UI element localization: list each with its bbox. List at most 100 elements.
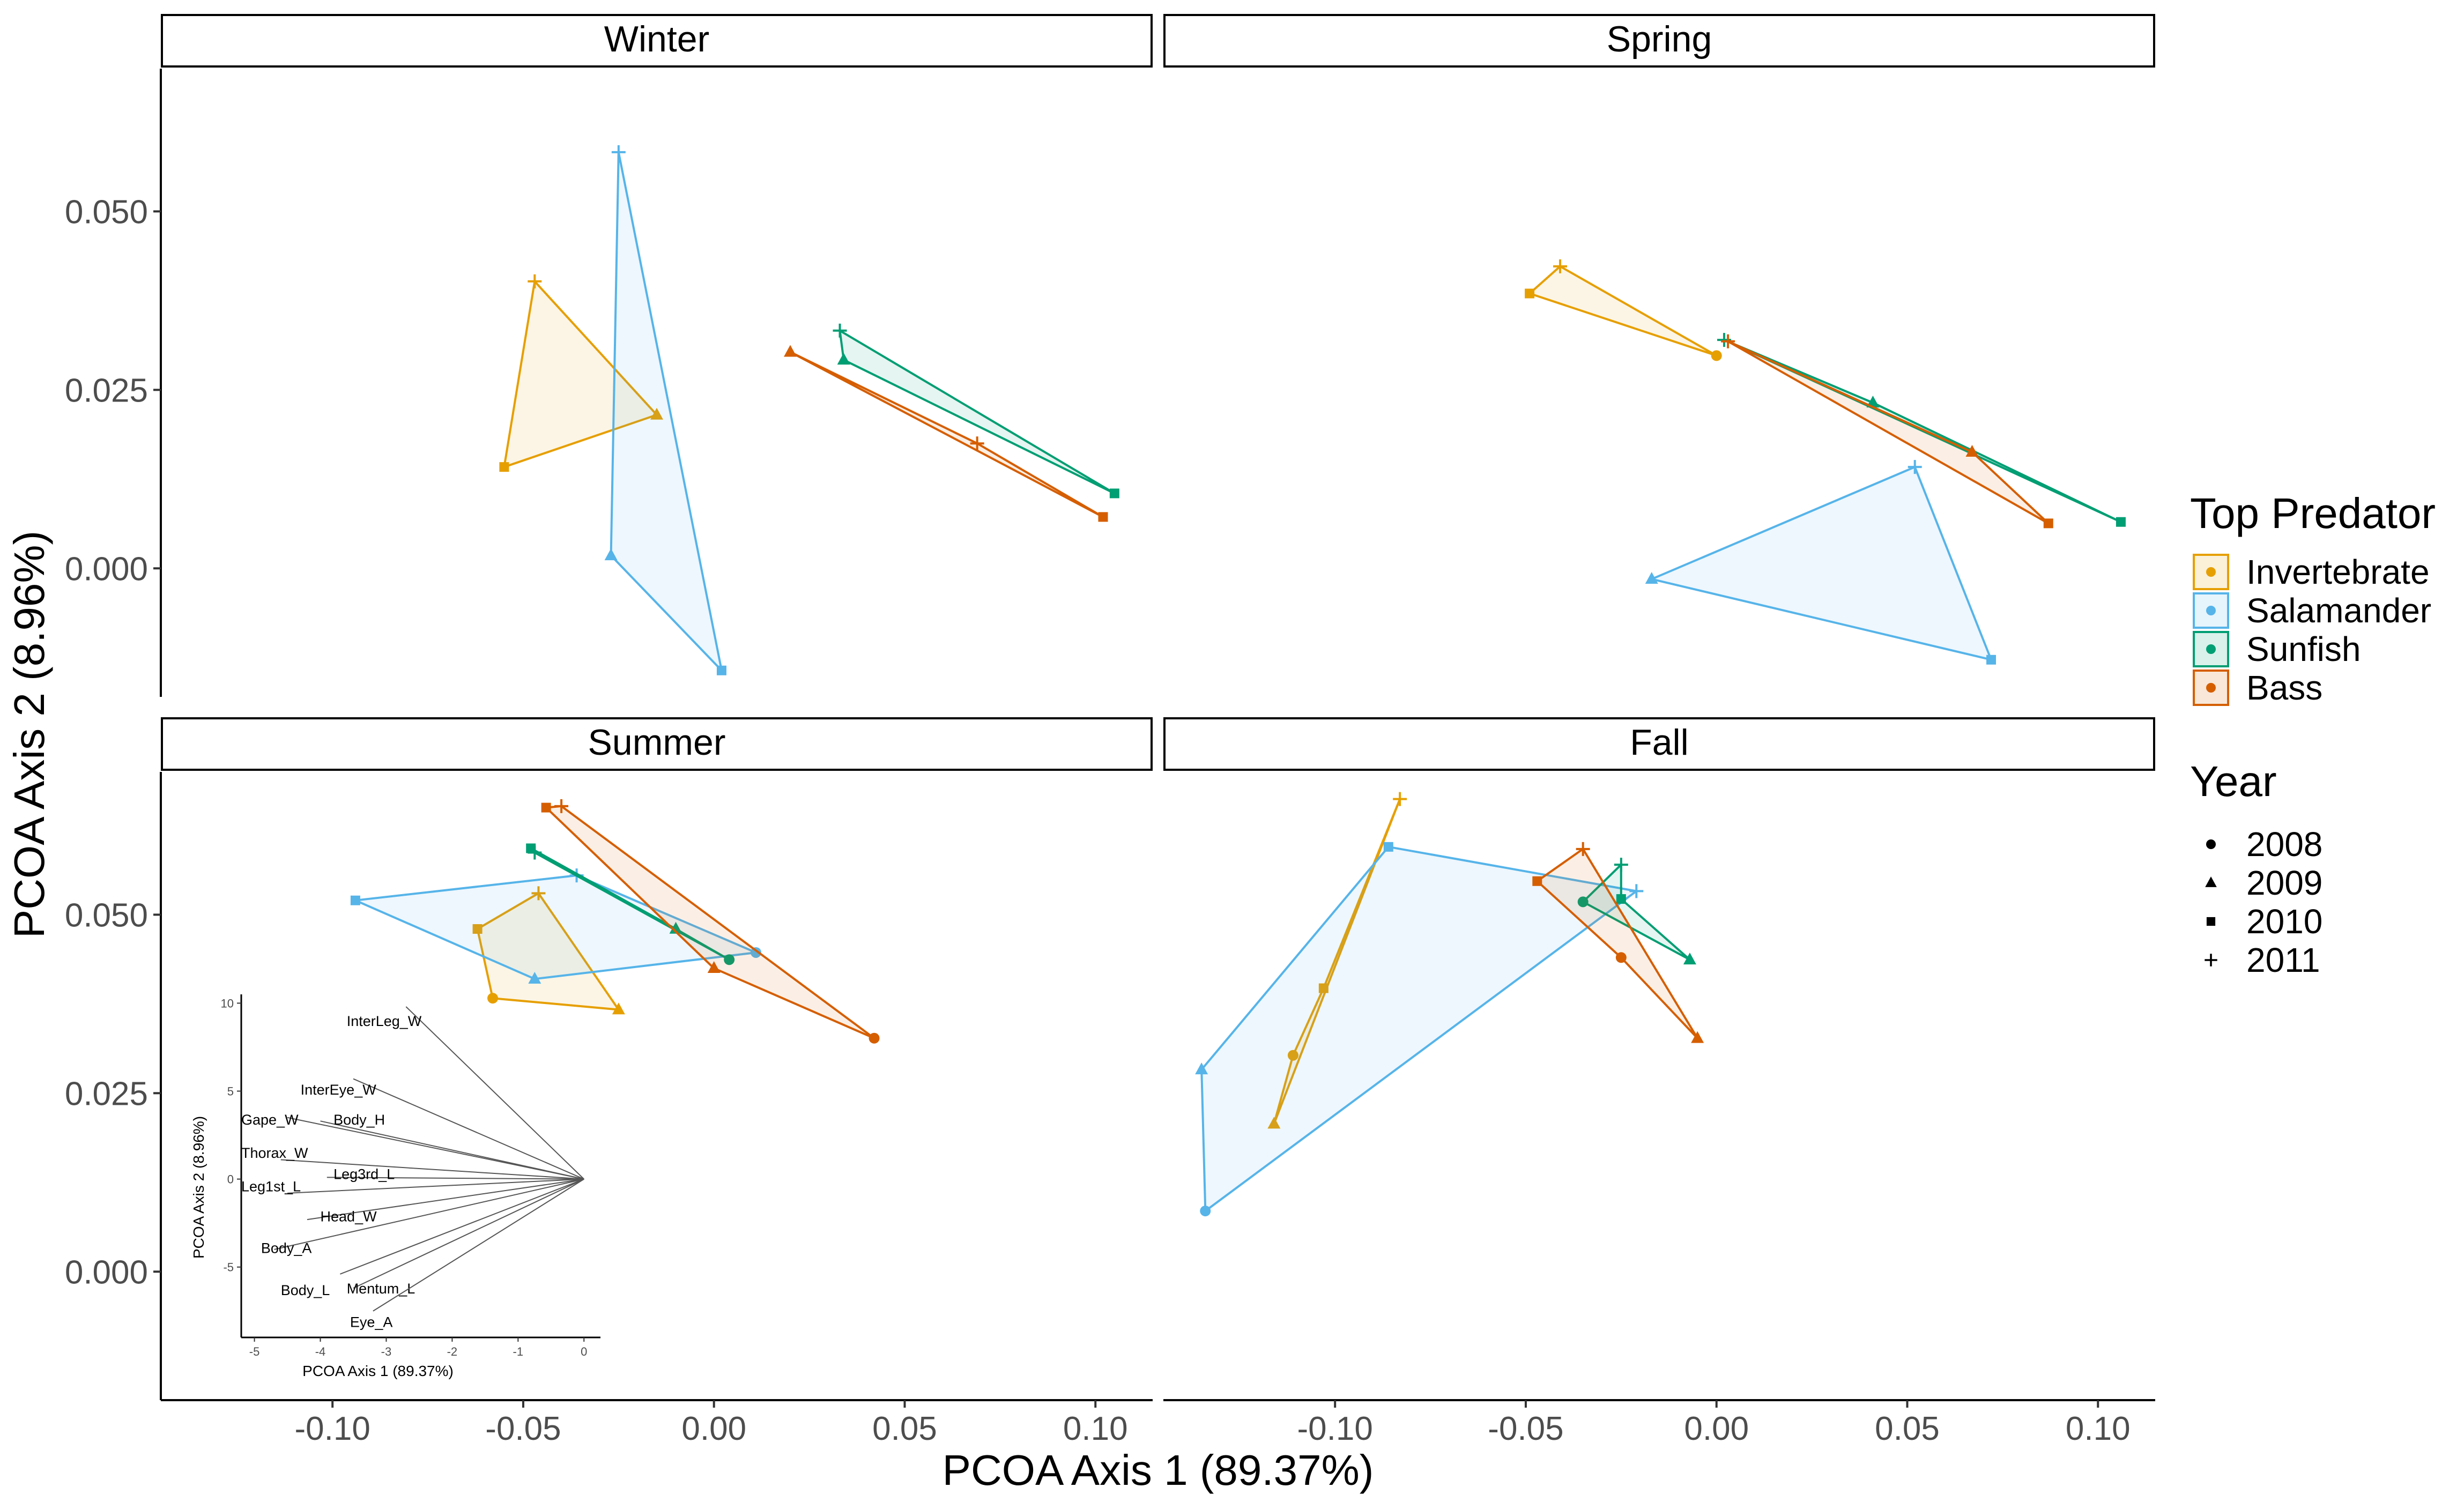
point-bass-2010 (1098, 512, 1108, 522)
legend-key-dot-bass (2206, 683, 2216, 693)
loading-label-body-l: Body_L (281, 1282, 330, 1298)
loading-label-head-w: Head_W (321, 1208, 377, 1224)
loading-vector-body-l (340, 1178, 584, 1275)
loading-label-leg1st-l: Leg1st_L (241, 1179, 301, 1195)
inset-y-tick-label: -5 (223, 1261, 234, 1274)
point-invertebrate-2010 (499, 462, 509, 472)
loading-label-eye-a: Eye_A (350, 1314, 393, 1330)
point-bass-2011 (1721, 334, 1735, 348)
point-bass-2010 (2043, 518, 2053, 529)
point-salamander-2011 (1629, 884, 1644, 898)
point-bass-2011 (1576, 842, 1590, 856)
loading-label-interleg-w: InterLeg_W (347, 1013, 422, 1029)
point-sunfish-2009 (1683, 953, 1696, 965)
point-bass-2009 (1691, 1031, 1704, 1043)
x-tick-label: 0.10 (1063, 1410, 1128, 1447)
point-sunfish-2010 (2116, 517, 2126, 527)
point-bass-2009 (707, 961, 721, 973)
group-winter-sunfish (833, 323, 1119, 499)
point-salamander-2011 (611, 145, 626, 159)
loading-vector-head-w (307, 1178, 584, 1221)
panel-summer: Summer (161, 717, 1153, 1044)
facet-title-summer: Summer (588, 722, 726, 763)
hull-sunfish (838, 329, 1116, 495)
point-invertebrate-2008 (487, 993, 499, 1004)
legend-label-year-2010: 2010 (2246, 902, 2322, 941)
point-salamander-2011 (1908, 460, 1922, 474)
y-tick-label: 0.000 (65, 1254, 148, 1291)
legend-label-year-2011: 2011 (2246, 941, 2320, 979)
point-salamander-2009 (528, 972, 541, 984)
group-spring-salamander (1645, 460, 1997, 665)
loading-label-thorax-w: Thorax_W (241, 1145, 308, 1161)
point-invertebrate-2009 (1267, 1117, 1281, 1129)
point-salamander-2010 (350, 895, 360, 905)
legend-key-dot-sunfish (2206, 644, 2216, 654)
point-salamander-2010 (716, 665, 726, 675)
inset-x-tick-label: -2 (447, 1345, 458, 1358)
group-spring-bass (1721, 334, 2053, 529)
panel-fall: Fall (1163, 717, 2155, 1217)
facet-strip-fall (1163, 717, 2155, 771)
x-axis-title: PCOA Axis 1 (89.37%) (942, 1446, 1374, 1494)
facet-title-spring: Spring (1607, 19, 1712, 60)
loading-vector-leg1st-l (287, 1178, 584, 1194)
y-tick-label: 0.025 (65, 372, 148, 409)
point-sunfish-2011 (1614, 858, 1628, 872)
point-sunfish-2011 (528, 845, 542, 860)
hull-salamander (610, 151, 723, 672)
group-summer-invertebrate (472, 886, 625, 1015)
legend-label-year-2008: 2008 (2246, 825, 2322, 864)
loading-vector-eye-a (373, 1178, 584, 1312)
legend-marker-2011 (2205, 954, 2217, 966)
group-winter-salamander (604, 145, 726, 675)
legend-label-year-2009: 2009 (2246, 864, 2322, 902)
panel-spring: Spring (1163, 14, 2155, 665)
group-fall-salamander (1195, 842, 1644, 1217)
point-salamander-2009 (1645, 572, 1658, 584)
legend-title-predator: Top Predator (2190, 489, 2436, 537)
legend-title-year: Year (2190, 757, 2277, 805)
x-tick-label: 0.05 (872, 1410, 937, 1447)
y-tick-label: 0.000 (65, 551, 148, 588)
inset-x-tick-label: -3 (381, 1345, 392, 1358)
point-salamander-2008 (751, 947, 761, 958)
hull-invertebrate (503, 280, 658, 469)
group-fall-invertebrate (1267, 792, 1407, 1129)
legend-label-bass: Bass (2246, 668, 2322, 707)
point-bass-2008 (869, 1032, 880, 1044)
facet-panels: Winter Spring Summer Fall (161, 14, 2155, 1217)
hull-bass (1727, 340, 2050, 525)
point-sunfish-2008 (1577, 896, 1589, 908)
loading-label-body-a: Body_A (261, 1240, 312, 1256)
point-bass-2009 (1965, 444, 1979, 457)
legend-marker-2008 (2206, 839, 2216, 849)
x-tick-label: 0.00 (1684, 1410, 1749, 1447)
hull-salamander (1650, 466, 1992, 661)
inset-x-tick-label: 0 (581, 1345, 587, 1358)
x-tick-label: -0.10 (295, 1410, 370, 1447)
loading-vector-leg3rd-l (326, 1177, 584, 1180)
point-salamander-2009 (1195, 1062, 1208, 1075)
panel-winter: Winter (161, 14, 1153, 675)
loading-label-gape-w: Gape_W (241, 1112, 299, 1128)
inset-y-tick-label: 0 (227, 1173, 234, 1186)
point-bass-2008 (1615, 952, 1627, 963)
x-tick-label: -0.10 (1297, 1410, 1373, 1447)
legend-key-dot-salamander (2206, 606, 2216, 615)
point-invertebrate-2010 (1525, 288, 1535, 299)
loading-biplot-inset: -5 -4 -3 -2 -1 0 -5 0 5 10 PCOA Axis 1 (89.37%) PCO… (190, 994, 600, 1379)
point-invertebrate-2010 (472, 924, 483, 934)
legend-key-dot-invertebrate (2206, 567, 2216, 577)
x-tick-label: -0.05 (485, 1410, 561, 1447)
inset-y-tick-label: 5 (227, 1085, 234, 1098)
inset-y-tick-label: 10 (221, 997, 234, 1010)
point-bass-2011 (970, 436, 984, 451)
x-tick-label: -0.05 (1488, 1410, 1563, 1447)
point-invertebrate-2011 (528, 274, 542, 288)
facet-title-fall: Fall (1630, 722, 1689, 763)
inset-x-tick-label: -5 (249, 1345, 260, 1358)
y-tick-label: 0.050 (65, 897, 148, 934)
